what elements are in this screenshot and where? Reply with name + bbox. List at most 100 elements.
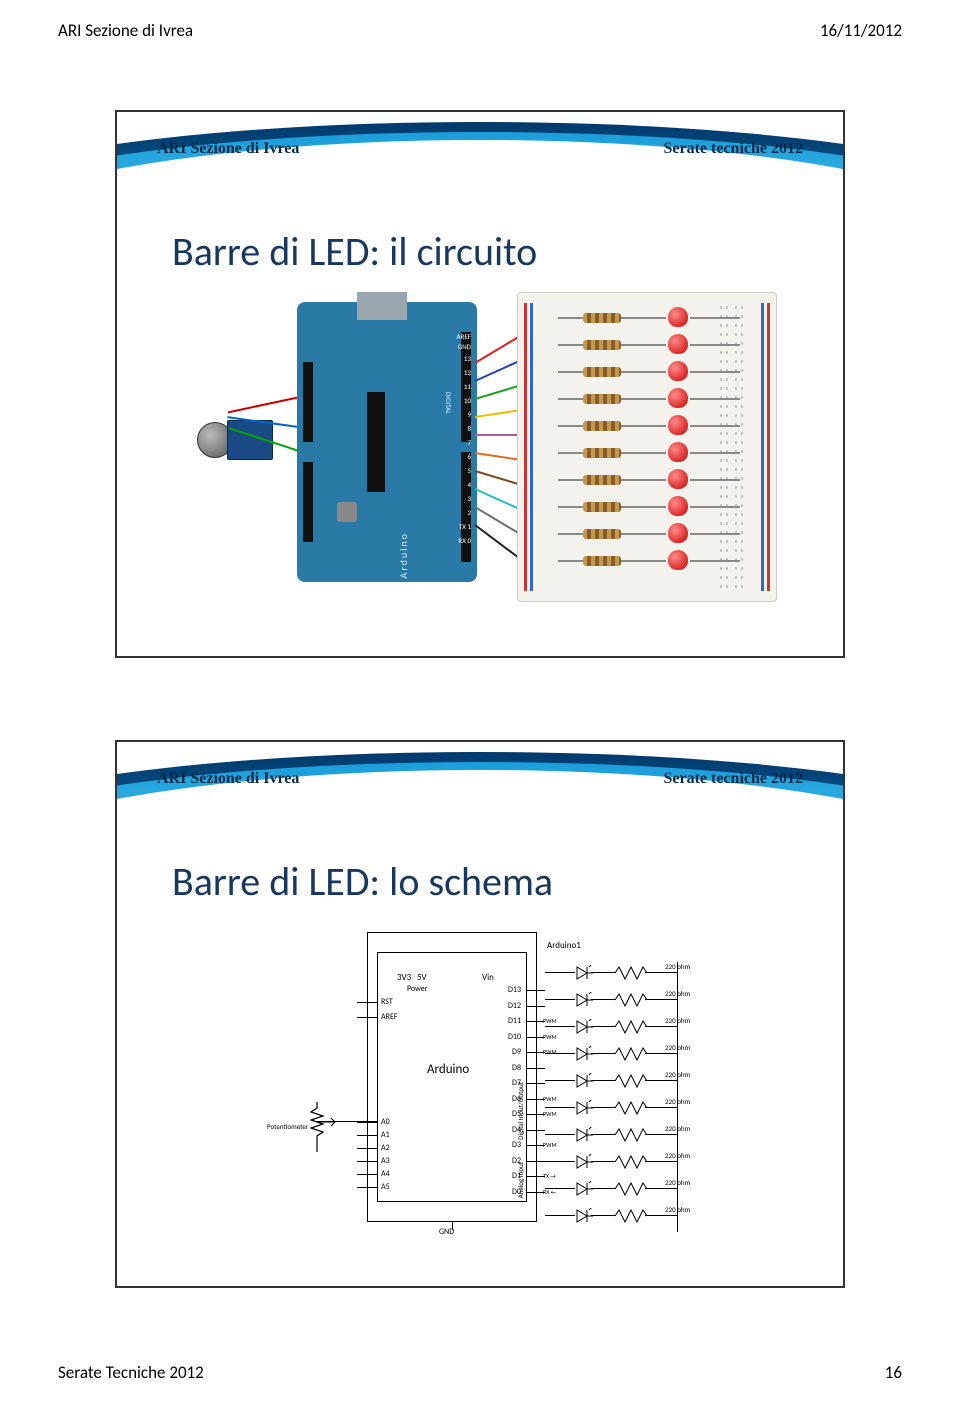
potentiometer-schematic: Potentiometer bbox=[287, 1102, 357, 1152]
resistor-icon bbox=[615, 1100, 649, 1116]
pin-stub bbox=[357, 1017, 377, 1018]
breadboard bbox=[517, 292, 777, 602]
led-row bbox=[538, 388, 756, 410]
microcontroller-chip bbox=[367, 392, 385, 492]
page-footer-left: Serate Tecniche 2012 bbox=[58, 1362, 204, 1383]
pin-label: RST bbox=[381, 997, 393, 1007]
pin-label: A0 bbox=[381, 1117, 390, 1127]
led-branch: 220 ohm bbox=[545, 1016, 705, 1036]
led-branch: 220 ohm bbox=[545, 1205, 705, 1225]
schematic-title: Arduino1 bbox=[547, 940, 581, 951]
pin-label: A4 bbox=[381, 1169, 390, 1179]
page-header-left: ARI Sezione di Ivrea bbox=[58, 20, 193, 41]
slide-header: ARI Sezione di Ivrea Serate tecniche 201… bbox=[117, 112, 843, 192]
chip-inner-border bbox=[377, 952, 527, 1202]
diode-icon bbox=[575, 1100, 595, 1116]
resistor bbox=[583, 340, 621, 350]
pin-label: 8 bbox=[467, 424, 471, 433]
circuit-diagram: Arduino AREF GND 1312111098765432TX 1RX … bbox=[197, 292, 767, 612]
led-row bbox=[538, 550, 756, 572]
pin-label: D3 bbox=[512, 1140, 521, 1150]
led-icon bbox=[668, 415, 688, 435]
pin-stub bbox=[357, 1148, 377, 1149]
led-icon bbox=[668, 523, 688, 543]
pin-stub bbox=[357, 1161, 377, 1162]
pin-label: 6 bbox=[467, 452, 471, 461]
led-branch: 220 ohm bbox=[545, 1097, 705, 1117]
resistor-icon bbox=[615, 1073, 649, 1089]
slide-1-title: Barre di LED: il circuito bbox=[172, 227, 843, 276]
pin-label: D1 bbox=[512, 1171, 521, 1181]
schematic-diagram: Arduino1 Arduino 3V3 5V Vin Power Digita… bbox=[287, 912, 707, 1262]
diode-icon bbox=[575, 1127, 595, 1143]
pin-label: D7 bbox=[512, 1078, 521, 1088]
pin-label: A1 bbox=[381, 1130, 390, 1140]
pin-label: A3 bbox=[381, 1156, 390, 1166]
pin-stub bbox=[527, 1006, 545, 1007]
resistor-icon bbox=[615, 992, 649, 1008]
pin-label: AREF bbox=[381, 1012, 398, 1022]
diode-icon bbox=[575, 1019, 595, 1035]
pin-label: 10 bbox=[464, 396, 471, 405]
usb-port bbox=[357, 292, 407, 320]
led-icon bbox=[668, 442, 688, 462]
pin-stub bbox=[527, 1161, 545, 1162]
slide-header-right: Serate tecniche 2012 bbox=[663, 140, 803, 158]
led-row bbox=[538, 496, 756, 518]
pin-label: D13 bbox=[508, 985, 521, 995]
pin-stub bbox=[527, 1083, 545, 1084]
led-row bbox=[538, 469, 756, 491]
resistor bbox=[583, 448, 621, 458]
resistor bbox=[583, 502, 621, 512]
top-pin-3v3: 3V3 bbox=[397, 972, 411, 983]
led-row bbox=[538, 415, 756, 437]
slide-header-left: ARI Sezione di Ivrea bbox=[157, 770, 299, 788]
top-pin-5v: 5V bbox=[417, 972, 427, 983]
resistor bbox=[583, 313, 621, 323]
pin-label: D2 bbox=[512, 1156, 521, 1166]
pot-label: Potentiometer bbox=[267, 1122, 308, 1131]
diode-icon bbox=[575, 965, 595, 981]
led-branch: 220 ohm bbox=[545, 1151, 705, 1171]
led-row bbox=[538, 442, 756, 464]
resistor-icon bbox=[615, 1208, 649, 1224]
page-footer-right: 16 bbox=[885, 1362, 902, 1383]
pin-label: 4 bbox=[467, 480, 471, 489]
diode-icon bbox=[575, 1046, 595, 1062]
digital-label: DIGITAL bbox=[444, 392, 453, 414]
led-branch: 220 ohm bbox=[545, 962, 705, 982]
led-row bbox=[538, 334, 756, 356]
pin-label: A2 bbox=[381, 1143, 390, 1153]
led-branch: 220 ohm bbox=[545, 1178, 705, 1198]
pin-stub bbox=[357, 1135, 377, 1136]
arduino-label: Arduino bbox=[397, 532, 410, 578]
slide-1: ARI Sezione di Ivrea Serate tecniche 201… bbox=[115, 110, 845, 658]
resistor-icon bbox=[615, 1046, 649, 1062]
page: ARI Sezione di Ivrea 16/11/2012 Serate T… bbox=[0, 0, 960, 1401]
pin-stub bbox=[527, 1130, 545, 1131]
pin-label: 5 bbox=[467, 466, 471, 475]
slide-header-left: ARI Sezione di Ivrea bbox=[157, 140, 299, 158]
pin-label: TX 1 bbox=[459, 522, 471, 531]
reset-button bbox=[337, 502, 357, 522]
bus-line bbox=[677, 962, 678, 1232]
resistor-icon bbox=[615, 1127, 649, 1143]
diode-icon bbox=[575, 1208, 595, 1224]
pin-stub bbox=[357, 1174, 377, 1175]
led-icon bbox=[668, 307, 688, 327]
led-row bbox=[538, 307, 756, 329]
led-branch: 220 ohm bbox=[545, 1043, 705, 1063]
pin-label: A5 bbox=[381, 1182, 390, 1192]
gnd-label: GND bbox=[439, 1227, 454, 1237]
resistor-icon bbox=[615, 1181, 649, 1197]
resistor bbox=[583, 421, 621, 431]
led-branch: 220 ohm bbox=[545, 1124, 705, 1144]
resistor-icon bbox=[615, 1019, 649, 1035]
chip-label: Arduino bbox=[427, 1062, 469, 1077]
pin-label: AREF bbox=[457, 332, 472, 341]
pin-label: RX 0 bbox=[458, 536, 471, 545]
led-icon bbox=[668, 496, 688, 516]
pin-stub bbox=[527, 1068, 545, 1069]
pin-label: D4 bbox=[512, 1125, 521, 1135]
led-icon bbox=[668, 361, 688, 381]
